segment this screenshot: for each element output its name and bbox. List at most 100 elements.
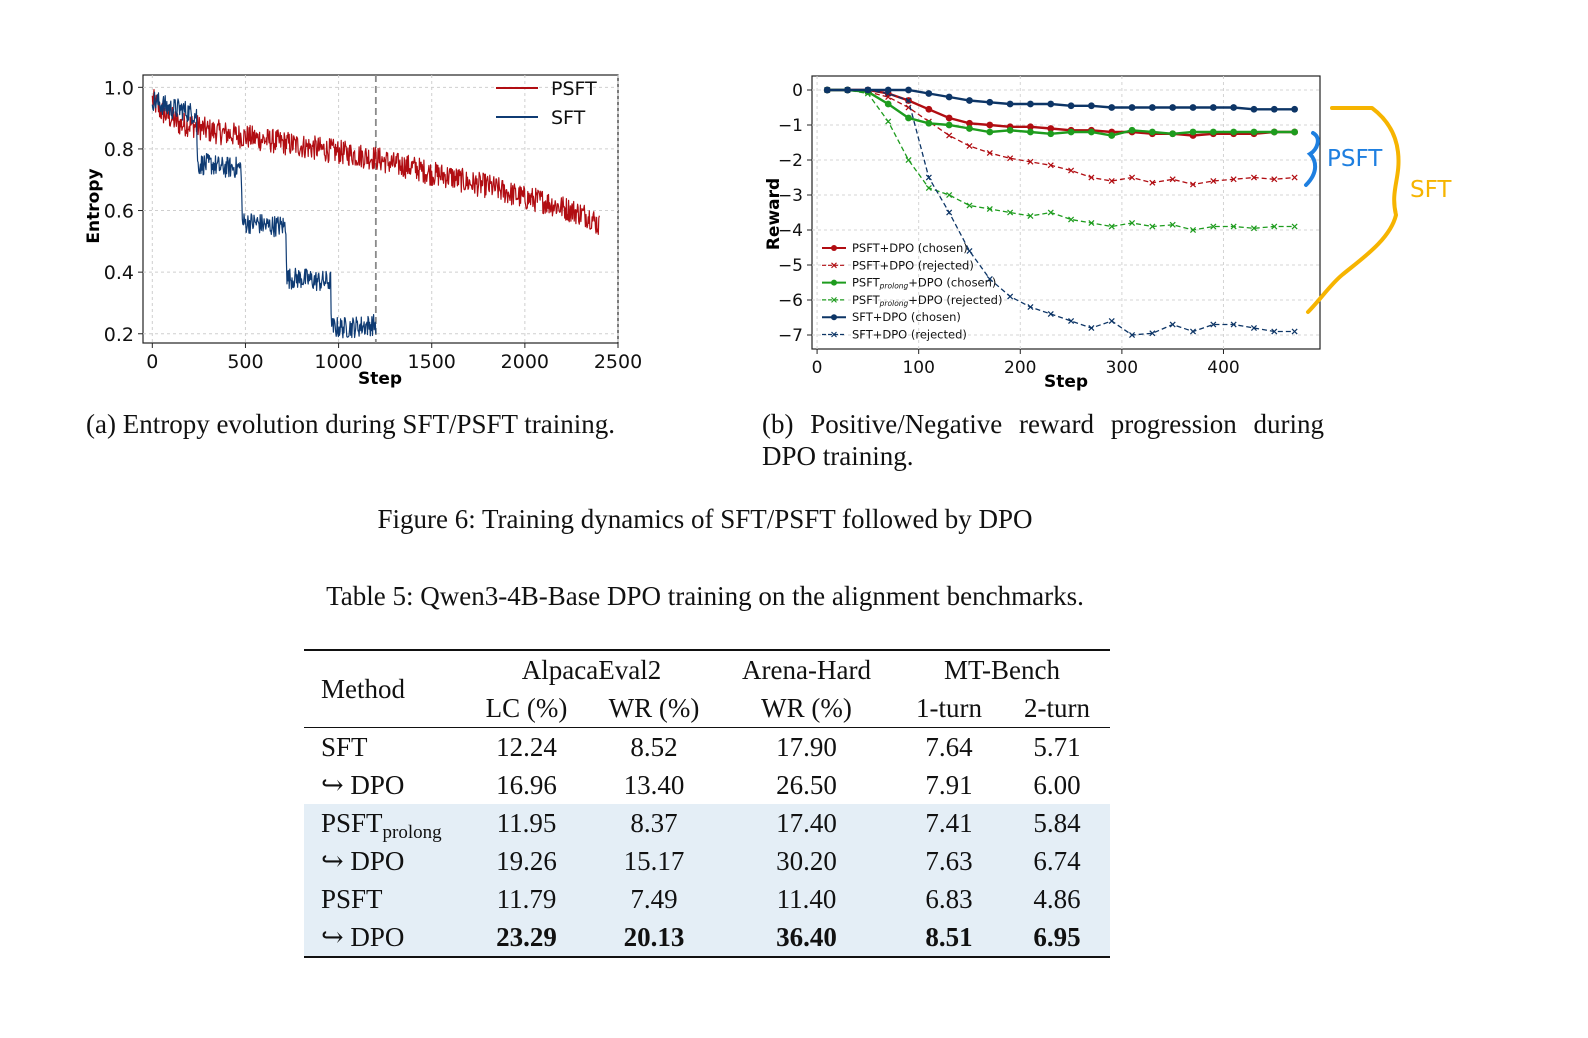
reward-data-point	[1149, 223, 1156, 230]
entropy-x-tick-label: 0	[146, 351, 158, 373]
reward-legend-label: SFT+DPO (rejected)	[852, 328, 967, 342]
reward-data-point	[1067, 102, 1075, 110]
table-cell: 17.40	[719, 804, 894, 842]
reward-data-point	[1210, 223, 1217, 230]
reward-data-point	[1027, 212, 1034, 220]
row-method: ↪ DPO	[321, 769, 405, 800]
table-cell: 6.00	[1033, 769, 1081, 800]
entropy-series-lines	[151, 88, 600, 339]
reward-x-tick-label: 200	[1004, 358, 1036, 378]
reward-data-point	[885, 90, 892, 97]
entropy-y-tick-label: 1.0	[104, 77, 134, 99]
reward-data-point	[966, 247, 973, 255]
reward-data-point	[1007, 209, 1014, 216]
reward-data-point	[1129, 174, 1136, 181]
reward-data-point	[1027, 158, 1034, 165]
reward-data-point	[1027, 303, 1034, 311]
reward-data-point	[1128, 104, 1136, 111]
reward-x-axis-label: Step	[1044, 372, 1088, 392]
subcol-header: WR (%)	[761, 692, 852, 723]
reward-data-point	[905, 86, 912, 94]
table-cell: 8.51	[894, 918, 1004, 958]
reward-data-point	[1250, 128, 1258, 136]
reward-data-point	[1209, 128, 1217, 136]
reward-series-line-3	[827, 89, 1295, 231]
reward-data-point	[1129, 331, 1136, 339]
reward-data-point	[986, 205, 993, 213]
reward-data-point	[1088, 102, 1095, 110]
table-cell: 7.63	[894, 842, 1004, 880]
reward-series-line-5	[827, 89, 1295, 336]
reward-data-point	[1088, 174, 1095, 181]
reward-y-tick-label: −6	[778, 291, 803, 311]
reward-data-point	[925, 174, 932, 181]
entropy-chart: 0 500 1000 1500 2000 2500 0.2 0.4 0.6 0.8 1.0 PSFT…	[84, 74, 642, 389]
reward-data-point	[1027, 128, 1034, 136]
table-cell: 16.96	[496, 769, 557, 800]
reward-data-point	[1189, 328, 1197, 335]
entropy-series-psft	[151, 88, 600, 235]
table-cell: 19.26	[464, 842, 589, 880]
reward-data-point	[1068, 216, 1075, 223]
reward-data-point	[986, 275, 993, 283]
reward-data-point	[1291, 128, 1298, 136]
reward-data-point	[824, 86, 831, 94]
entropy-legend: PSFT SFT	[496, 78, 597, 129]
group-header-arena-hard: Arena-Hard	[719, 649, 894, 689]
reward-data-point	[1189, 226, 1197, 234]
reward-data-point	[1007, 293, 1014, 300]
row-method: ↪ DPO	[304, 842, 464, 880]
reward-series-line-4	[827, 88, 1295, 111]
reward-data-point	[966, 97, 973, 104]
entropy-y-tick-label: 0.4	[104, 262, 134, 284]
row-method: PSFTprolong	[304, 804, 464, 842]
reward-y-tick-label: 0	[792, 81, 803, 101]
table-row: ↪ DPO 23.29 20.13 36.40 8.51 6.95	[304, 918, 1110, 958]
sft-brace-label: SFT	[1410, 177, 1452, 203]
reward-data-point	[1068, 167, 1075, 174]
table-cell: 6.74	[1004, 842, 1110, 880]
reward-data-point	[945, 93, 953, 101]
entropy-y-tick-label: 0.2	[104, 324, 134, 346]
reward-data-point	[864, 86, 871, 94]
reward-data-point	[1128, 126, 1136, 134]
row-method: SFT	[304, 727, 464, 766]
reward-data-point	[945, 114, 953, 122]
table-row: PSFTprolong 11.95 8.37 17.40 7.41 5.84	[304, 804, 1110, 842]
reward-data-point	[1230, 128, 1238, 136]
table-cell: 36.40	[719, 918, 894, 958]
reward-data-point	[1291, 223, 1298, 230]
table-header-row-1: Method AlpacaEval2 Arena-Hard MT-Bench	[304, 649, 1110, 728]
reward-data-point	[1169, 130, 1177, 138]
entropy-y-tick-label: 0.6	[104, 201, 134, 223]
reward-y-tick-label: −7	[778, 326, 803, 346]
entropy-y-tick-label: 0.8	[104, 139, 134, 161]
reward-data-point	[946, 191, 953, 199]
reward-y-tick-label: −5	[778, 256, 803, 276]
reward-x-tick-label: 400	[1207, 358, 1239, 378]
subcaption-a: (a) Entropy evolution during SFT/PSFT tr…	[86, 409, 615, 439]
reward-legend-label: PSFTprolong+DPO (chosen)	[852, 276, 996, 291]
sft-brace	[1306, 106, 1401, 314]
reward-legend-label: PSFT+DPO (chosen)	[852, 241, 968, 255]
row-method: ↪ DPO	[304, 918, 464, 958]
reward-y-tick-label: −1	[778, 116, 803, 136]
reward-legend-marker	[831, 331, 837, 338]
reward-plot-frame	[811, 75, 1321, 350]
reward-data-point	[1230, 321, 1237, 328]
table-cell: 13.40	[623, 769, 685, 800]
reward-data-point	[966, 202, 973, 209]
reward-data-point	[986, 98, 994, 106]
reward-y-axis-label-visible: Reward	[764, 178, 784, 250]
reward-data-point	[1088, 219, 1095, 227]
entropy-x-tick-label: 1500	[408, 351, 456, 373]
reward-data-point	[966, 125, 973, 132]
reward-data-point	[1250, 174, 1257, 181]
reward-data-point	[1250, 105, 1258, 113]
table-cell: 30.20	[719, 842, 894, 880]
row-method-base: PSFT	[321, 807, 383, 838]
reward-data-point	[1047, 100, 1055, 108]
reward-legend-label: PSFTprolong+DPO (rejected)	[852, 293, 1002, 308]
table-cell: 5.84	[1004, 804, 1110, 842]
reward-data-point	[1209, 104, 1217, 111]
